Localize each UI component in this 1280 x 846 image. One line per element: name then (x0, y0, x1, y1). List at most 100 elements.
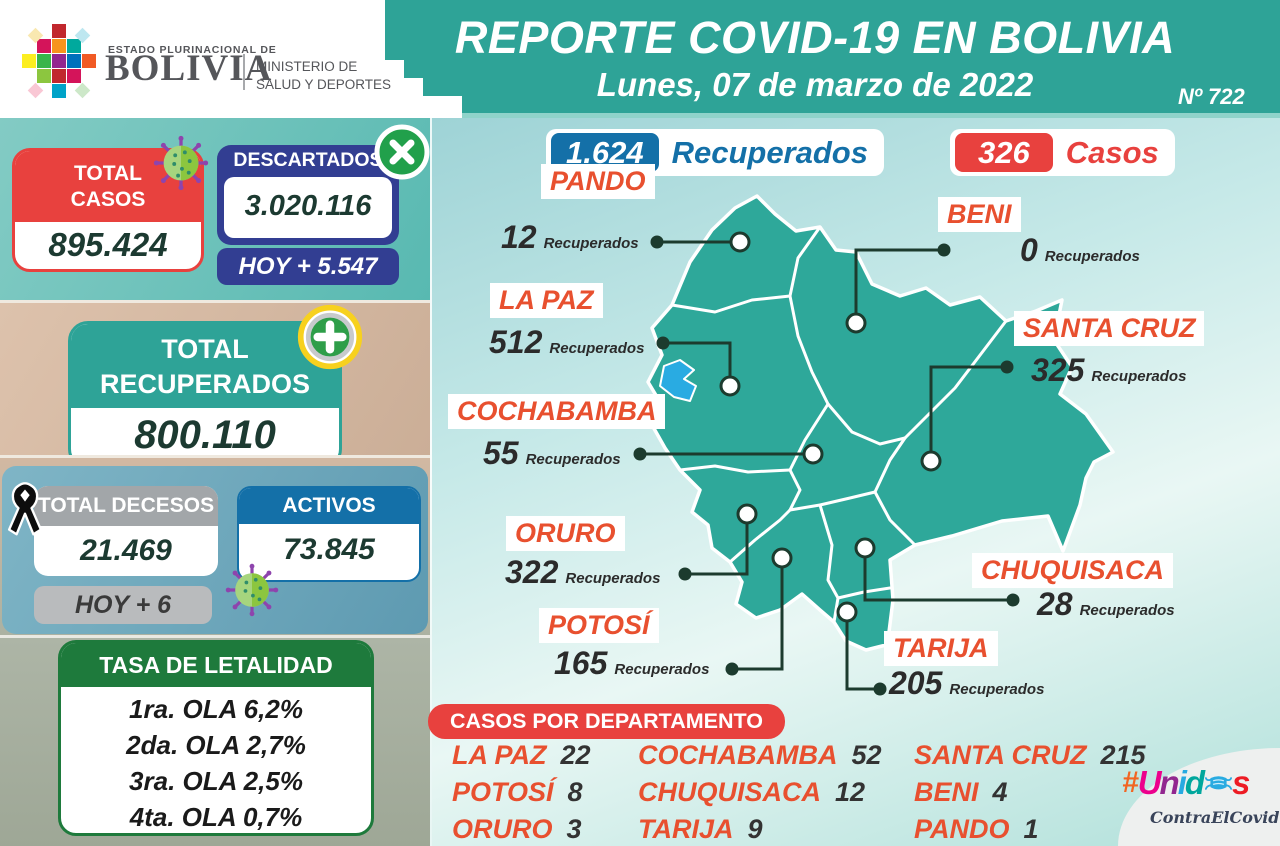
section-cases: TOTAL CASOS 895.424 (0, 118, 430, 300)
report-number: Nº 722 (1178, 84, 1245, 109)
map-value-tarija: 205 Recuperados (889, 667, 1044, 699)
map-connectors (640, 240, 1013, 691)
pando-recovered: 12 (501, 219, 537, 255)
list-item: ORURO 3 (452, 814, 638, 846)
map-value-pando: 12 Recuperados (501, 221, 639, 253)
hashtag-glyph: # (1122, 766, 1139, 799)
total-recovered-value: 800.110 (134, 413, 276, 458)
map-value-oruro: 322 Recuperados (505, 556, 660, 588)
total-recovered-label-2: RECUPERADOS (99, 369, 311, 400)
map-label-santa-cruz: SANTA CRUZ (1014, 311, 1205, 347)
cochabamba-unit-label: Recuperados (525, 451, 621, 468)
list-item: LA PAZ 22 (452, 740, 638, 777)
dept-name: COCHABAMBA (638, 740, 838, 770)
tarija-recovered: 205 (889, 665, 943, 701)
virus-icon (225, 563, 279, 617)
section-recovered: TOTAL RECUPERADOS 800.110 (0, 300, 430, 469)
institution-small-label: ESTADO PLURINACIONAL DE (108, 44, 277, 56)
lethality-card: TASA DE LETALIDAD 1ra. OLA 6,2% 2da. OLA… (58, 640, 374, 836)
lethality-row: 2da. OLA 2,7% (126, 730, 306, 760)
dept-cases: 215 (1100, 740, 1146, 770)
dept-cases: 52 (851, 740, 882, 770)
deaths-panel: TOTAL DECESOS 21.469 HOY + 6 ACTIVOS 73.… (2, 466, 428, 634)
dept-name: CHUQUISACA (638, 777, 822, 807)
dept-cases: 12 (835, 777, 866, 807)
la-paz-unit-label: Recuperados (549, 340, 645, 357)
santa-cruz-unit-label: Recuperados (1091, 368, 1187, 385)
lake-titicaca (659, 359, 697, 402)
total-recovered-label-1: TOTAL (161, 334, 249, 364)
dept-name: TARIJA (638, 814, 734, 844)
dept-name: BENI (914, 777, 979, 807)
total-cases-label-1: TOTAL (73, 162, 143, 185)
active-cases-card: ACTIVOS 73.845 (237, 486, 421, 582)
plus-circle-icon (297, 304, 363, 370)
page-title: REPORTE COVID-19 EN BOLIVIA (454, 12, 1176, 63)
santa-cruz-recovered: 325 (1031, 352, 1085, 388)
discarded-today: HOY + 5.547 (217, 248, 399, 285)
list-item: CHUQUISACA 12 (638, 777, 914, 814)
ministry-label: MINISTERIO DE SALUD Y DEPORTES (256, 58, 391, 93)
potosi-unit-label: Recuperados (614, 661, 710, 678)
chuquisaca-recovered: 28 (1037, 586, 1073, 622)
cases-total-badge: 326 Casos (950, 129, 1175, 176)
cases-by-department-list: LA PAZ 22 COCHABAMBA 52 SANTA CRUZ 215 P… (452, 740, 1182, 846)
logo-letter: s (1232, 764, 1250, 801)
ministry-line2: SALUD Y DEPORTES (256, 76, 392, 92)
beni-recovered: 0 (1020, 232, 1038, 268)
oruro-unit-label: Recuperados (565, 570, 661, 587)
bolivia-coat-of-arms-icon (22, 24, 96, 99)
dept-name: SANTA CRUZ (914, 740, 1087, 770)
map-label-beni: BENI (938, 197, 1021, 233)
list-item: PANDO 1 (914, 814, 1182, 846)
map-end-dots (719, 231, 942, 623)
discarded-label: DESCARTADOS (233, 149, 383, 171)
x-circle-icon (374, 124, 430, 180)
cases-by-department-title: CASOS POR DEPARTAMENTO (428, 704, 785, 739)
discarded-value: 3.020.116 (244, 190, 372, 222)
list-item: SANTA CRUZ 215 (914, 740, 1182, 777)
chuquisaca-unit-label: Recuperados (1079, 602, 1175, 619)
beni-unit-label: Recuperados (1044, 248, 1140, 265)
potosi-recovered: 165 (554, 645, 608, 681)
dept-cases: 8 (567, 777, 583, 807)
dept-cases: 22 (560, 740, 591, 770)
logo-letter: d (1184, 764, 1205, 801)
list-item: POTOSÍ 8 (452, 777, 638, 814)
list-item: TARIJA 9 (638, 814, 914, 846)
bolivia-map (633, 194, 1115, 696)
label-end-dots (633, 235, 1020, 696)
total-deaths-value: 21.469 (80, 534, 172, 567)
map-value-beni: 0 Recuperados (1020, 234, 1140, 266)
lethality-title: TASA DE LETALIDAD (61, 643, 371, 687)
logo-letter: n (1159, 764, 1180, 801)
government-logo-block: ESTADO PLURINACIONAL DE BOLIVIA MINISTER… (0, 0, 462, 118)
map-label-chuquisaca: CHUQUISACA (972, 553, 1174, 589)
cases-badge-label: Casos (1065, 134, 1159, 170)
face-mask-icon (1205, 775, 1233, 790)
dept-name: ORURO (452, 814, 553, 844)
discarded-card: DESCARTADOS 3.020.116 (217, 145, 399, 245)
map-value-santa-cruz: 325 Recuperados (1031, 354, 1186, 386)
header-band: REPORTE COVID-19 EN BOLIVIA Lunes, 07 de… (0, 0, 1280, 118)
map-value-la-paz: 512 Recuperados (489, 326, 644, 358)
map-label-oruro: ORURO (506, 516, 625, 552)
dept-name: LA PAZ (452, 740, 547, 770)
logo-letter: U (1137, 764, 1162, 801)
pando-unit-label: Recuperados (543, 235, 639, 252)
list-item: BENI 4 (914, 777, 1182, 814)
lethality-row: 4ta. OLA 0,7% (129, 802, 303, 832)
header-underline (0, 113, 1280, 118)
dept-cases: 9 (747, 814, 763, 844)
stats-sidebar: TOTAL CASOS 895.424 (0, 118, 430, 846)
logo-divider (243, 54, 245, 90)
cases-badge-value: 326 (955, 133, 1053, 172)
total-cases-card: TOTAL CASOS 895.424 (12, 148, 204, 272)
map-label-tarija: TARIJA (884, 631, 998, 667)
dept-cases: 1 (1023, 814, 1039, 844)
oruro-recovered: 322 (505, 554, 559, 590)
cochabamba-recovered: 55 (483, 435, 519, 471)
lethality-row: 1ra. OLA 6,2% (129, 694, 303, 724)
dept-cases: 4 (992, 777, 1008, 807)
